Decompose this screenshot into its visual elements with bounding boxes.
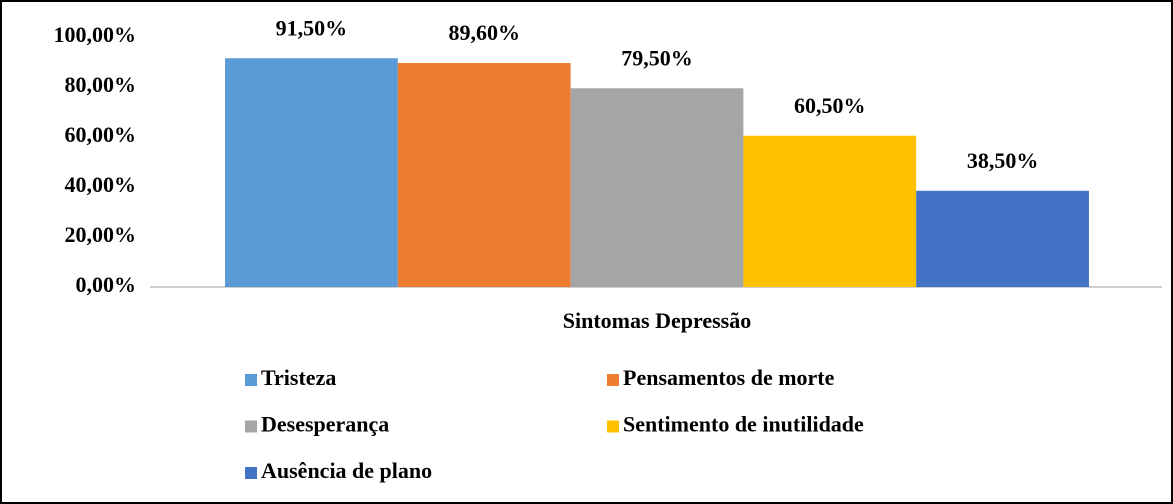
y-tick-label: 80,00% <box>65 72 137 97</box>
legend-swatch <box>245 420 257 433</box>
y-tick-label: 20,00% <box>65 222 137 247</box>
bar <box>916 190 1089 287</box>
bar <box>225 58 398 287</box>
legend-swatch <box>245 467 257 479</box>
legend-label: Ausência de plano <box>261 458 432 483</box>
x-tick-label: Sintomas Depressão <box>563 308 751 333</box>
data-label: 91,50% <box>276 15 348 40</box>
data-label: 60,50% <box>794 93 866 118</box>
bar <box>743 135 917 287</box>
y-tick-label: 100,00% <box>54 22 137 47</box>
data-label: 89,60% <box>448 20 520 45</box>
legend-swatch <box>607 420 619 433</box>
legend-label: Sentimento de inutilidade <box>623 412 864 437</box>
legend-swatch <box>245 374 257 386</box>
y-tick-label: 40,00% <box>65 172 137 197</box>
y-tick-label: 0,00% <box>76 272 137 297</box>
data-label: 79,50% <box>621 45 693 70</box>
legend-swatch <box>607 374 619 386</box>
legend-label: Pensamentos de morte <box>623 365 835 390</box>
bar <box>570 88 744 287</box>
bar <box>397 63 571 287</box>
legend-label: Tristeza <box>261 365 336 390</box>
legend-label: Desesperança <box>261 412 389 437</box>
y-tick-label: 60,00% <box>65 122 137 147</box>
data-label: 38,50% <box>967 148 1039 173</box>
